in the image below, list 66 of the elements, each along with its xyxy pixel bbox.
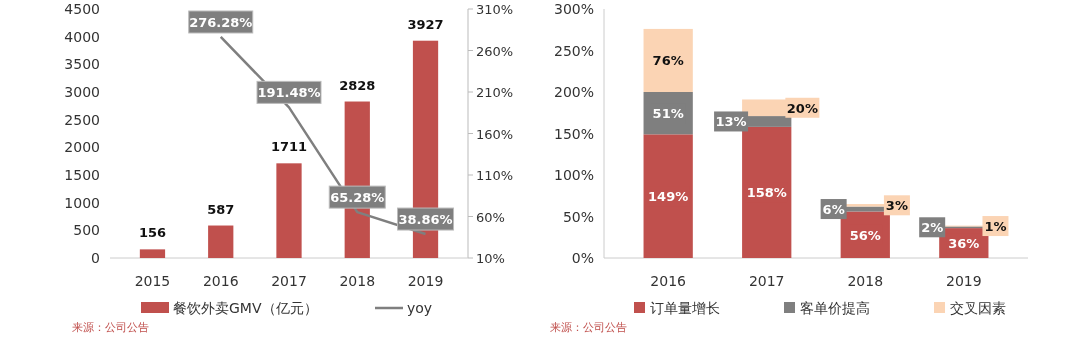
y-tick-label: 500: [73, 222, 100, 239]
x-tick-label: 2018: [339, 273, 376, 289]
data-label: 156: [138, 225, 167, 241]
data-label: 2828: [339, 77, 376, 93]
y-tick-label: 3000: [64, 84, 100, 100]
data-label: 65.28%: [330, 190, 385, 206]
y-tick-label: 1500: [64, 167, 100, 183]
bar: [139, 249, 166, 258]
legend-label: 客单价提高: [800, 300, 870, 316]
bar: [643, 134, 693, 258]
data-label: 2%: [921, 220, 944, 236]
y-tick-label: 4000: [64, 28, 100, 45]
y2-tick-label: 260%: [476, 43, 514, 59]
data-label: 3927: [407, 16, 444, 32]
x-tick-label: 2019: [946, 273, 982, 289]
data-label: 20%: [786, 100, 818, 116]
x-tick-label: 2017: [748, 273, 785, 289]
data-label: 13%: [715, 114, 747, 130]
data-label: 36%: [948, 236, 980, 252]
y-tick-label: 50%: [562, 208, 594, 225]
y2-tick-label: 110%: [476, 168, 514, 183]
data-label: 191.48%: [257, 85, 321, 101]
data-label: 76%: [652, 53, 684, 69]
y-tick-label: 100%: [553, 167, 594, 183]
y2-tick-label: 210%: [476, 85, 514, 100]
x-tick-label: 2019: [407, 273, 444, 289]
x-tick-label: 2017: [271, 273, 307, 289]
y-tick-label: 0%: [571, 250, 594, 266]
data-label: 276.28%: [189, 14, 253, 30]
y-tick-label: 4500: [64, 1, 100, 17]
y-tick-label: 250%: [553, 42, 594, 59]
y-tick-label: 2500: [64, 111, 100, 128]
x-tick-label: 2015: [134, 273, 171, 289]
y2-tick-label: 160%: [476, 126, 514, 142]
legend-label: 餐饮外卖GMV（亿元）: [173, 300, 318, 316]
legend-label: 订单量增长: [650, 300, 720, 316]
x-tick-label: 2016: [202, 273, 239, 289]
y-tick-label: 2000: [64, 139, 100, 156]
bar: [276, 163, 302, 258]
y-tick-label: 3500: [64, 56, 100, 73]
y-tick-label: 150%: [553, 125, 594, 142]
data-label: 1%: [984, 219, 1007, 235]
y-tick-label: 1000: [64, 194, 100, 211]
data-label: 158%: [746, 185, 787, 201]
data-label: 149%: [648, 189, 689, 205]
y2-tick-label: 10%: [476, 251, 505, 266]
y-tick-label: 300%: [553, 1, 594, 17]
data-label: 38.86%: [398, 212, 453, 228]
source-note: 来源：公司公告: [550, 321, 627, 334]
x-tick-label: 2018: [847, 273, 884, 289]
y2-tick-label: 310%: [476, 2, 514, 17]
source-note: 来源：公司公告: [72, 321, 149, 334]
legend-label: 交叉因素: [950, 300, 1006, 316]
y-tick-label: 200%: [553, 84, 594, 100]
data-label: 3%: [885, 198, 908, 214]
data-label: 6%: [822, 202, 845, 218]
data-label: 1711: [270, 139, 308, 155]
bar: [742, 126, 792, 258]
data-label: 587: [207, 201, 235, 217]
y-tick-label: 0: [91, 250, 100, 266]
data-label: 51%: [652, 106, 684, 122]
bar: [208, 225, 234, 258]
data-label: 56%: [849, 227, 881, 243]
legend-label: yoy: [407, 300, 433, 316]
x-tick-label: 2016: [650, 273, 687, 289]
y2-tick-label: 60%: [476, 209, 505, 225]
